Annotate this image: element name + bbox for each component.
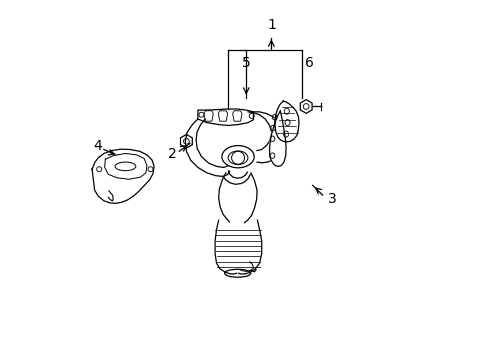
Text: 1: 1 [266, 18, 275, 32]
Polygon shape [269, 111, 285, 166]
Text: 3: 3 [327, 192, 336, 206]
Text: 6: 6 [304, 55, 313, 69]
Polygon shape [274, 101, 298, 142]
Polygon shape [92, 149, 154, 203]
Polygon shape [104, 153, 147, 179]
Text: 4: 4 [93, 139, 102, 153]
Text: 5: 5 [242, 55, 250, 69]
Text: 2: 2 [168, 147, 177, 161]
